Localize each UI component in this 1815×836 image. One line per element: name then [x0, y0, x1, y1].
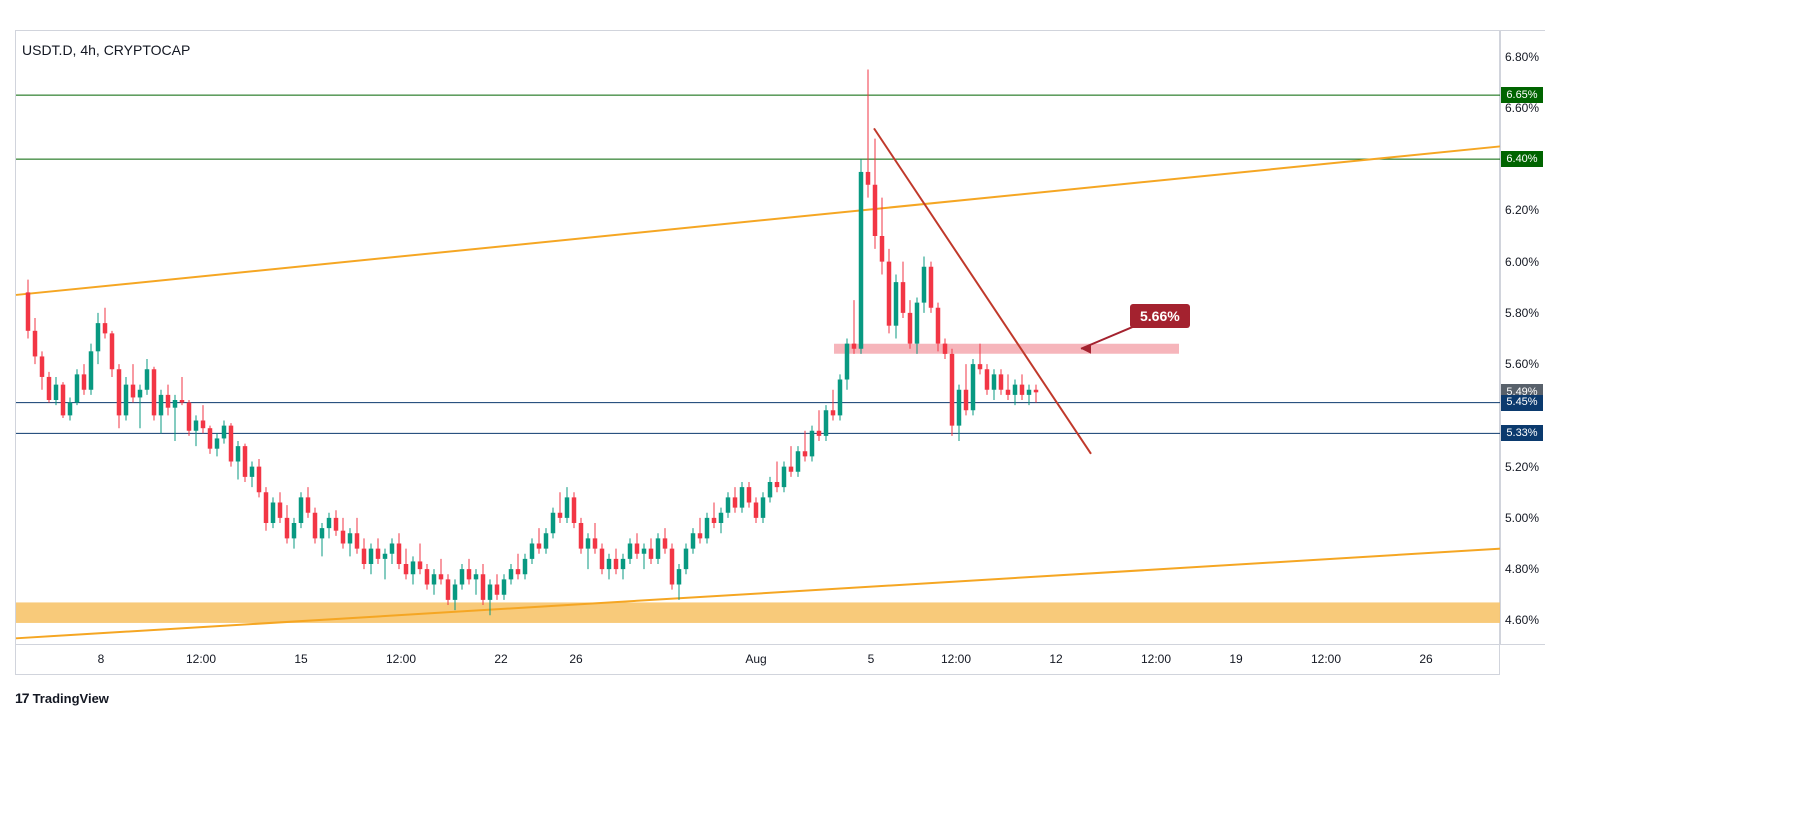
y-axis-tick: 6.20%: [1505, 203, 1539, 217]
price-tag: 6.40%: [1501, 151, 1543, 167]
x-axis-tick: 26: [569, 652, 582, 666]
x-axis-tick: 12:00: [1311, 652, 1341, 666]
x-axis-tick: 12:00: [941, 652, 971, 666]
price-tag: 5.45%: [1501, 395, 1543, 411]
y-axis-tick: 4.80%: [1505, 562, 1539, 576]
price-tag: 5.33%: [1501, 425, 1543, 441]
x-axis-tick: 15: [294, 652, 307, 666]
x-axis-tick: 22: [494, 652, 507, 666]
y-axis-tick: 5.60%: [1505, 357, 1539, 371]
price-callout[interactable]: 5.66%: [1130, 304, 1190, 328]
watermark-text: TradingView: [33, 691, 109, 706]
y-axis-tick: 5.80%: [1505, 306, 1539, 320]
y-axis-tick: 4.60%: [1505, 613, 1539, 627]
y-axis-tick: 5.00%: [1505, 511, 1539, 525]
x-axis-tick: 19: [1229, 652, 1242, 666]
y-axis-tick: 6.80%: [1505, 50, 1539, 64]
ticker-label: USDT.D, 4h, CRYPTOCAP: [22, 42, 190, 58]
y-axis-tick: 5.20%: [1505, 460, 1539, 474]
x-axis-tick: 5: [868, 652, 875, 666]
x-axis-tick: Aug: [745, 652, 766, 666]
tradingview-watermark: 17 TradingView: [15, 690, 109, 706]
x-axis-tick: 12:00: [386, 652, 416, 666]
x-axis-tick: 12:00: [186, 652, 216, 666]
y-axis-price-scale[interactable]: 6.80%6.60%6.20%6.00%5.80%5.60%5.20%5.00%…: [1500, 30, 1545, 645]
x-axis-tick: 12: [1049, 652, 1062, 666]
x-axis-time-scale[interactable]: 8 12:00 15 12:00 22 26 Aug 5 12:00 12 12:00 19 12:00…: [15, 645, 1500, 675]
x-axis-tick: 8: [98, 652, 105, 666]
price-tag: 6.65%: [1501, 87, 1543, 103]
x-axis-tick: 12:00: [1141, 652, 1171, 666]
chart-plot-area[interactable]: [15, 30, 1500, 645]
y-axis-tick: 6.00%: [1505, 255, 1539, 269]
x-axis-tick: 26: [1419, 652, 1432, 666]
candlestick-series: [16, 31, 1501, 646]
tv-logo-icon: 17: [15, 690, 29, 706]
